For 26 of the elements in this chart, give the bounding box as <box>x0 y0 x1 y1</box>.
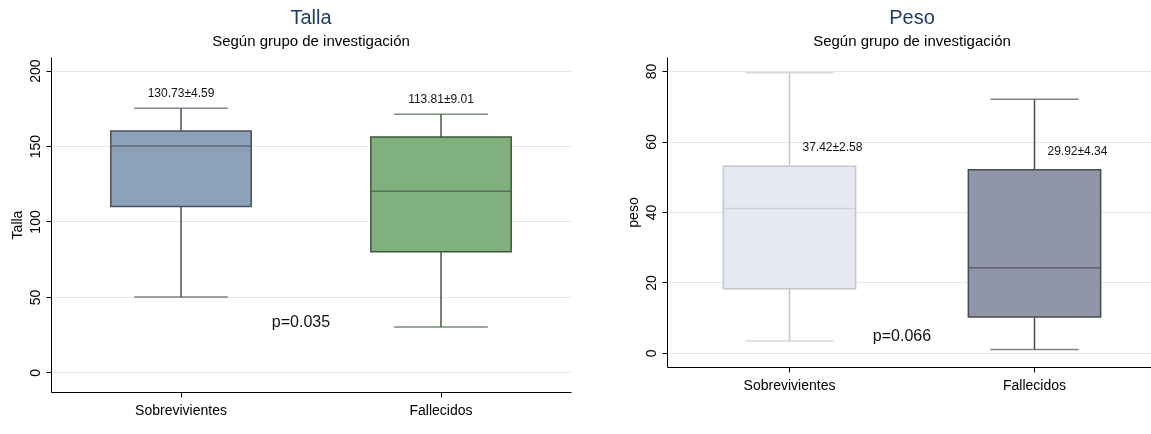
x-tick-label: Fallecidos <box>409 401 473 418</box>
chart-subtitle: Según grupo de investigación <box>212 32 410 49</box>
y-tick-label: 0 <box>642 349 659 358</box>
x-tick-label: Sobrevivientes <box>135 401 227 418</box>
y-tick-label: 40 <box>642 204 659 221</box>
y-axis-title: Talla <box>8 210 25 240</box>
y-tick-label: 150 <box>26 134 43 159</box>
annotation: 29.92±4.34 <box>1047 143 1108 158</box>
y-tick-label: 60 <box>642 134 659 150</box>
y-tick-label: 50 <box>26 289 43 306</box>
annotation: 37.42±2.58 <box>802 140 863 155</box>
x-tick-label: Sobrevivientes <box>743 376 836 393</box>
y-tick-label: 0 <box>26 368 43 377</box>
y-tick-label: 20 <box>642 274 659 291</box>
y-tick-label: 200 <box>26 59 43 83</box>
y-axis-title: peso <box>624 197 641 228</box>
y-tick-label: 80 <box>642 63 659 80</box>
chart-subtitle: Según grupo de investigación <box>813 32 1011 49</box>
annotation: p=0.066 <box>872 327 932 344</box>
chart-title: Peso <box>889 6 935 28</box>
annotation: 130.73±4.59 <box>147 86 215 101</box>
annotation: 113.81±9.01 <box>408 92 475 107</box>
chart-title: Talla <box>290 6 333 28</box>
annotation: p=0.035 <box>271 312 331 330</box>
y-tick-label: 100 <box>26 210 43 234</box>
x-tick-label: Fallecidos <box>1002 376 1067 393</box>
